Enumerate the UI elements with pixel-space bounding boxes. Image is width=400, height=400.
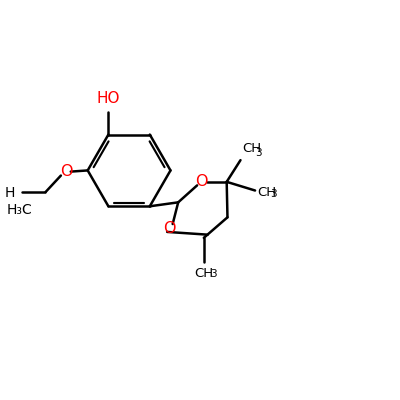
Text: CH: CH	[257, 186, 276, 198]
Text: 3: 3	[210, 269, 217, 279]
Text: O: O	[163, 221, 176, 236]
Text: 3: 3	[270, 190, 277, 200]
Text: H: H	[4, 186, 15, 200]
Text: 3: 3	[255, 148, 262, 158]
Text: O: O	[60, 164, 72, 179]
Text: CH: CH	[194, 267, 213, 280]
Text: HO: HO	[97, 91, 120, 106]
Text: O: O	[195, 174, 208, 188]
Text: H₃C: H₃C	[7, 203, 33, 217]
Text: CH: CH	[242, 142, 262, 156]
